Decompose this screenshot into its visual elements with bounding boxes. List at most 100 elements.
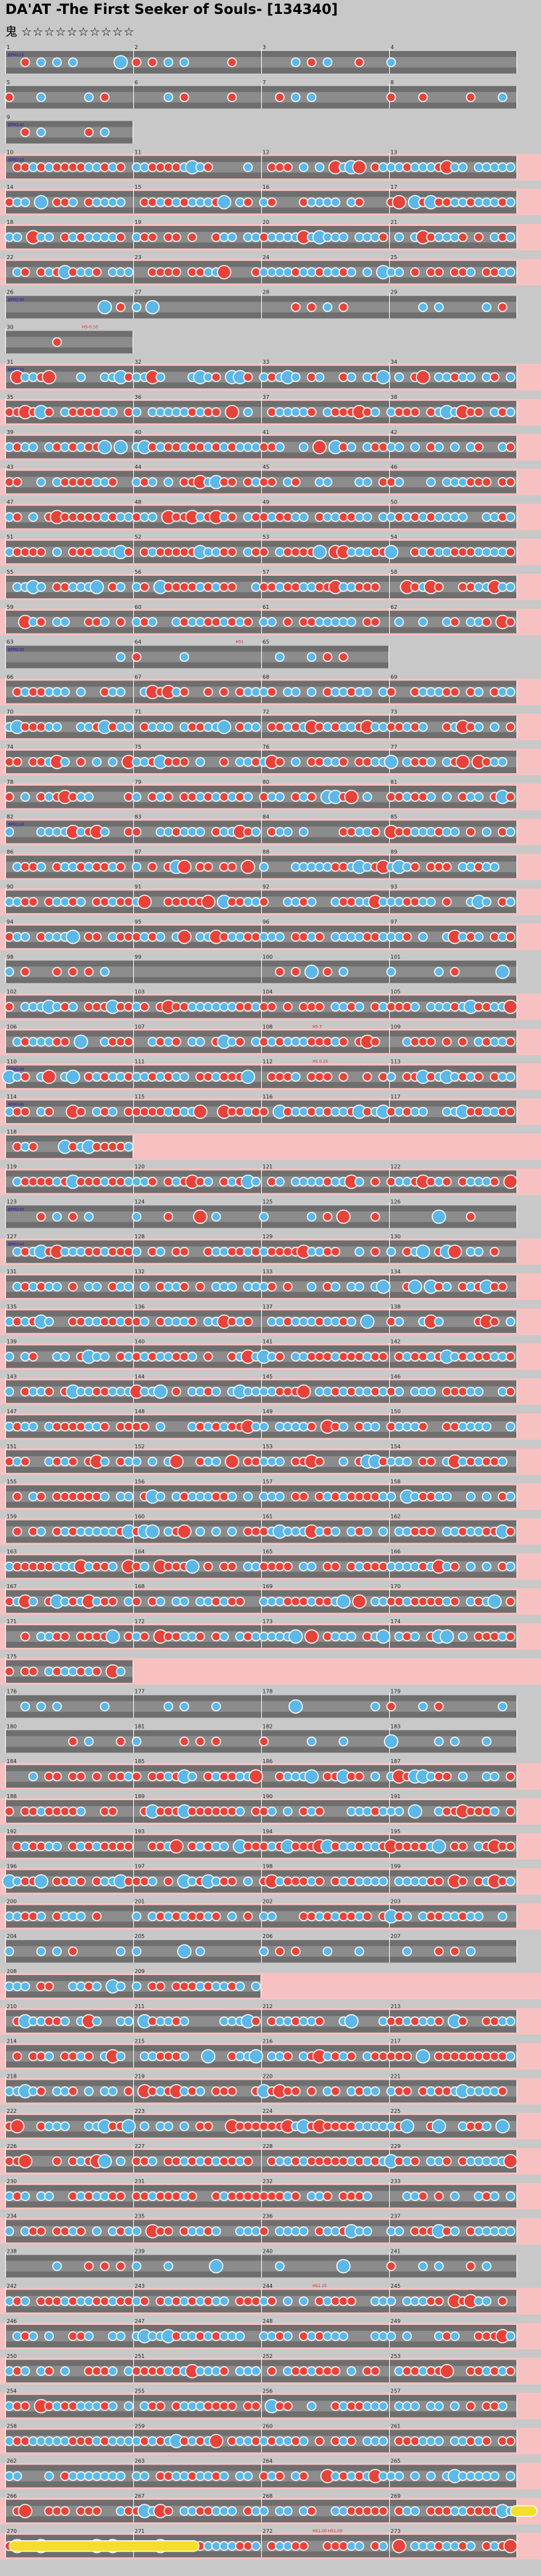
don-note: [107, 1841, 118, 1852]
ka-note: [282, 2541, 293, 2551]
don-note: [274, 1352, 285, 1362]
ka-note: [418, 547, 428, 557]
ka-note: [450, 1527, 460, 1536]
ka-note: [410, 1002, 420, 1012]
measure-number: 193: [135, 1829, 145, 1835]
don-note: [28, 757, 38, 767]
don-note: [171, 582, 182, 592]
don-note: [473, 1002, 484, 1012]
measure-number: 249: [391, 2318, 400, 2324]
ka-note: [44, 1456, 54, 1467]
ka-note: [251, 1037, 261, 1047]
ka-note: [314, 862, 325, 872]
don-note: [171, 2331, 182, 2341]
don-note: [298, 1491, 309, 1502]
ka-note: [227, 1527, 237, 1536]
don-note: [434, 2191, 444, 2202]
don-note: [4, 1456, 15, 1467]
don-note: [227, 896, 237, 907]
ka-note: [370, 2121, 381, 2131]
ka-note: [450, 1737, 460, 1746]
don-note: [219, 547, 229, 557]
ka-note: [60, 2016, 70, 2027]
measure-number: 47: [7, 499, 13, 505]
ka-note: [481, 2366, 492, 2377]
measure-number: 183: [391, 1723, 400, 1729]
ka-note: [410, 2401, 420, 2411]
measure-number: 116: [263, 1094, 272, 1100]
don-note: [68, 267, 78, 278]
measure-number: 107: [135, 1024, 145, 1030]
ka-note: [497, 2366, 508, 2377]
don-note: [505, 1631, 516, 1642]
don-note: [402, 2366, 412, 2377]
don-note: [68, 1212, 78, 1222]
ka-note: [107, 1071, 118, 1082]
ka-note: [66, 1069, 80, 1084]
ka-note: [195, 2156, 206, 2167]
don-note: [418, 792, 428, 802]
ka-note: [195, 512, 206, 522]
ka-note: [99, 1352, 110, 1362]
ka-note: [473, 932, 484, 942]
ka-note: [243, 1281, 253, 1292]
don-note: [450, 2051, 460, 2061]
ka-note: [219, 442, 229, 453]
don-note: [91, 1771, 102, 1782]
ka-note: [259, 1456, 269, 1467]
measure-number: 11: [135, 149, 141, 155]
measure-number: 97: [391, 919, 397, 925]
bpm-marker: BPM240: [8, 298, 25, 303]
don-note: [426, 1876, 436, 1886]
ka-note: [147, 407, 158, 417]
don-note: [473, 232, 484, 242]
ka-note: [84, 1527, 94, 1536]
measure-number: 240: [263, 2248, 272, 2254]
ka-note: [211, 2156, 221, 2167]
ka-note: [115, 652, 126, 662]
don-note: [473, 1352, 484, 1362]
don-note: [91, 407, 102, 417]
ka-note: [306, 2401, 317, 2411]
ka-note: [20, 2366, 30, 2377]
measure-number: 222: [7, 2108, 17, 2114]
ka-note: [481, 197, 492, 207]
measure-number: 214: [7, 2039, 17, 2045]
don-note: [465, 2226, 476, 2236]
measure-number: 235: [135, 2214, 145, 2220]
don-note: [267, 722, 277, 732]
ka-note: [354, 2226, 365, 2236]
ka-note: [384, 545, 398, 559]
don-note: [298, 896, 309, 907]
measure-number: 104: [263, 989, 272, 995]
ka-note: [60, 1596, 70, 1607]
don-note: [298, 1596, 309, 1607]
don-note: [394, 1352, 404, 1362]
ka-note: [99, 197, 110, 207]
ka-note: [203, 1002, 213, 1012]
measure-number: 164: [135, 1548, 145, 1554]
ka-note: [354, 1387, 365, 1397]
ka-note: [505, 2331, 516, 2341]
ka-note: [259, 2506, 269, 2516]
ka-note: [394, 442, 404, 453]
ka-note: [322, 477, 333, 487]
ka-note: [298, 2226, 309, 2236]
don-note: [259, 1002, 269, 1012]
don-note: [123, 1876, 134, 1886]
ka-note: [91, 162, 102, 172]
bpm-marker: BPM240: [8, 1067, 25, 1072]
ka-note: [60, 442, 70, 453]
ka-note: [68, 2471, 78, 2481]
don-note: [481, 1527, 492, 1536]
ka-note: [251, 827, 261, 837]
don-note: [235, 2191, 245, 2202]
ka-note: [243, 1491, 253, 1502]
don-note: [386, 2261, 396, 2271]
don-note: [306, 372, 317, 382]
ka-note: [306, 932, 317, 942]
ka-note: [330, 2471, 341, 2481]
don-note: [76, 1316, 86, 1327]
don-note: [322, 652, 333, 662]
ka-note: [408, 1804, 422, 1819]
